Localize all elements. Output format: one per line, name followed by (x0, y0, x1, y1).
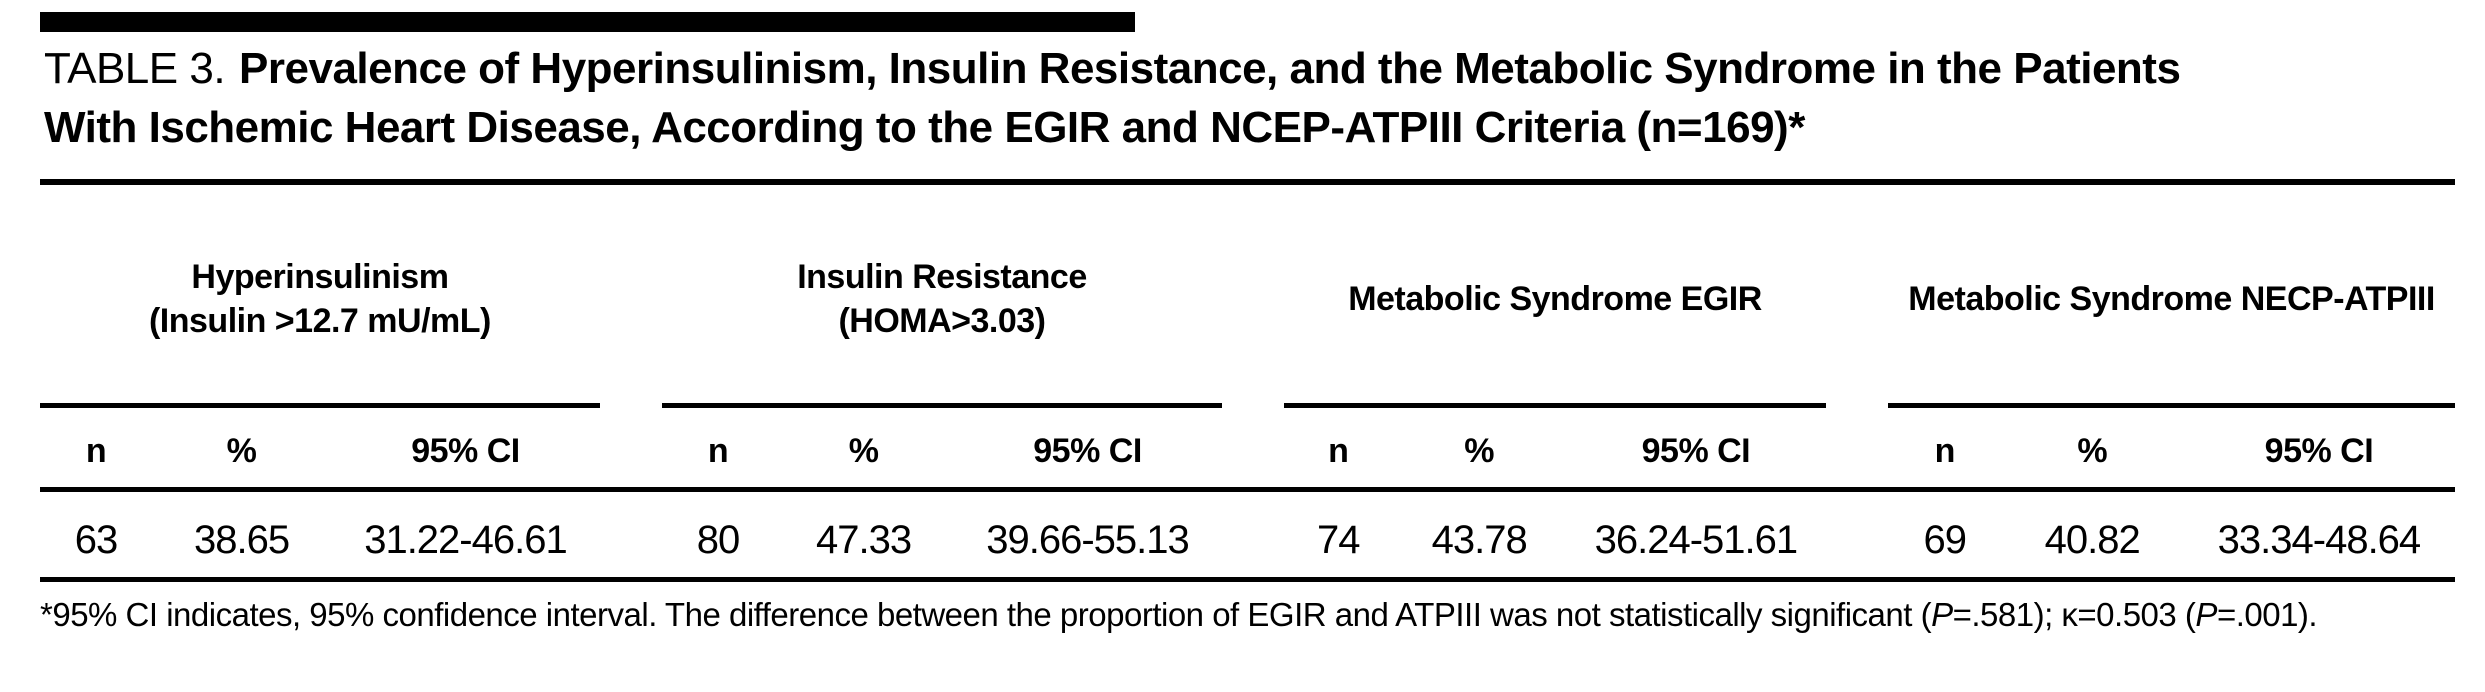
data-metabolic-syndrome-necp-atpiii: 69 40.82 33.34-48.64 (1888, 492, 2455, 577)
column-gap (1826, 492, 1888, 577)
table-number-label: TABLE 3. (44, 44, 226, 93)
column-gap (1222, 403, 1284, 487)
group-header-metabolic-syndrome-egir: Metabolic Syndrome EGIR (1284, 277, 1826, 321)
group-criteria: (HOMA>3.03) (838, 302, 1046, 341)
table-title: TABLE 3. Prevalence of Hyperinsulinism, I… (44, 40, 2455, 157)
value-n: 63 (74, 518, 118, 563)
col-header-n: n (85, 432, 107, 471)
column-gap (1222, 492, 1284, 577)
subheaders-hyperinsulinism: n % 95% CI (40, 403, 600, 487)
value-ci: 31.22-46.61 (364, 518, 568, 563)
column-gap (600, 492, 662, 577)
value-pct: 40.82 (2044, 518, 2141, 563)
group-header-insulin-resistance: Insulin Resistance (HOMA>3.03) (662, 255, 1222, 343)
group-name: Hyperinsulinism (191, 258, 449, 297)
data-insulin-resistance: 80 47.33 39.66-55.13 (662, 492, 1222, 577)
value-ci: 39.66-55.13 (986, 518, 1190, 563)
group-name: Metabolic Syndrome EGIR (1348, 280, 1762, 319)
col-header-n: n (1934, 432, 1956, 471)
group-header-metabolic-syndrome-necp-atpiii: Metabolic Syndrome NECP-ATPIII (1888, 277, 2455, 321)
table-row: 63 38.65 31.22-46.61 80 47.33 39.66-55.1… (40, 492, 2455, 583)
col-header-pct: % (2077, 432, 2108, 471)
group-name: Insulin Resistance (797, 258, 1087, 297)
col-header-pct: % (1464, 432, 1495, 471)
footnote-p-value-symbol: P (1931, 596, 1953, 634)
value-ci: 36.24-51.61 (1594, 518, 1799, 563)
column-gap (1826, 403, 1888, 487)
col-header-pct: % (226, 432, 257, 471)
value-n: 80 (696, 518, 740, 563)
top-partial-rule (40, 12, 1135, 32)
data-metabolic-syndrome-egir: 74 43.78 36.24-51.61 (1284, 492, 1826, 577)
footnote-text: =.581); κ=0.503 ( (1952, 596, 2196, 634)
col-header-n: n (707, 432, 729, 471)
table-content: TABLE 3. Prevalence of Hyperinsulinism, I… (40, 0, 2455, 634)
value-ci: 33.34-48.64 (2217, 518, 2422, 563)
group-criteria: (Insulin >12.7 mU/mL) (148, 302, 491, 341)
col-header-ci: 95% CI (1641, 432, 1751, 471)
footnote-p-value-symbol: P (2195, 596, 2217, 634)
group-header-row: Hyperinsulinism (Insulin >12.7 mU/mL) In… (40, 185, 2455, 403)
subheaders-metabolic-syndrome-necp-atpiii: n % 95% CI (1888, 403, 2455, 487)
column-gap (600, 403, 662, 487)
subheader-row: n % 95% CI n % 95% CI n % 95% CI n % 95%… (40, 403, 2455, 493)
value-n: 74 (1317, 518, 1361, 563)
data-hyperinsulinism: 63 38.65 31.22-46.61 (40, 492, 600, 577)
value-n: 69 (1923, 518, 1968, 563)
col-header-ci: 95% CI (1033, 432, 1142, 471)
col-header-ci: 95% CI (411, 432, 520, 471)
subheaders-metabolic-syndrome-egir: n % 95% CI (1284, 403, 1826, 487)
footnote-text: =.001). (2216, 596, 2318, 634)
value-pct: 43.78 (1431, 518, 1528, 563)
col-header-ci: 95% CI (2264, 432, 2374, 471)
table-title-line1: Prevalence of Hyperinsulinism, Insulin R… (239, 44, 2181, 93)
footnote-text: *95% CI indicates, 95% confidence interv… (40, 596, 1932, 634)
group-header-hyperinsulinism: Hyperinsulinism (Insulin >12.7 mU/mL) (40, 255, 600, 343)
col-header-n: n (1328, 432, 1349, 471)
title-rule (40, 179, 2455, 186)
group-name: Metabolic Syndrome NECP-ATPIII (1908, 280, 2435, 319)
table-title-line2: With Ischemic Heart Disease, According t… (44, 102, 1805, 152)
subheaders-insulin-resistance: n % 95% CI (662, 403, 1222, 487)
value-pct: 38.65 (193, 518, 290, 563)
col-header-pct: % (848, 432, 879, 471)
table-footnote: *95% CI indicates, 95% confidence interv… (40, 596, 2455, 634)
value-pct: 47.33 (816, 518, 912, 563)
